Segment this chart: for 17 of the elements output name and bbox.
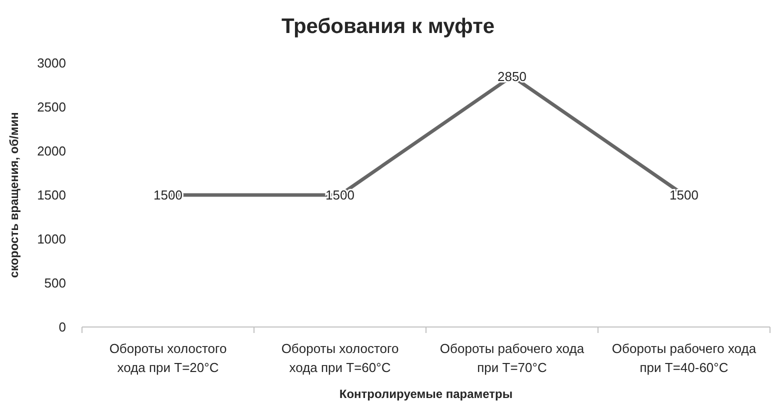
y-tick-label: 1500 (37, 188, 66, 203)
y-tick-label: 1000 (37, 232, 66, 247)
y-tick-label: 3000 (37, 56, 66, 71)
y-axis-title: скорость вращения, об/мин (7, 112, 21, 278)
y-tick-label: 2000 (37, 144, 66, 159)
x-tick-label: Обороты рабочего хода при T=70°C (440, 341, 585, 375)
y-tick-label: 0 (58, 320, 66, 335)
y-tick-label: 2500 (37, 100, 66, 115)
data-label: 1500 (154, 188, 182, 203)
x-tick-label: Обороты холостого хода при T=60°C (281, 341, 399, 375)
x-tick-label: Обороты рабочего хода при T=40-60°C (612, 341, 757, 375)
x-tick-label: Обороты холостого хода при T=20°C (109, 341, 227, 375)
chart-title: Требования к муфте (281, 15, 495, 38)
x-axis-title: Контролируемые параметры (339, 387, 513, 401)
y-tick-label: 500 (44, 276, 66, 291)
data-label: 1500 (670, 188, 698, 203)
data-label: 2850 (498, 68, 526, 84)
